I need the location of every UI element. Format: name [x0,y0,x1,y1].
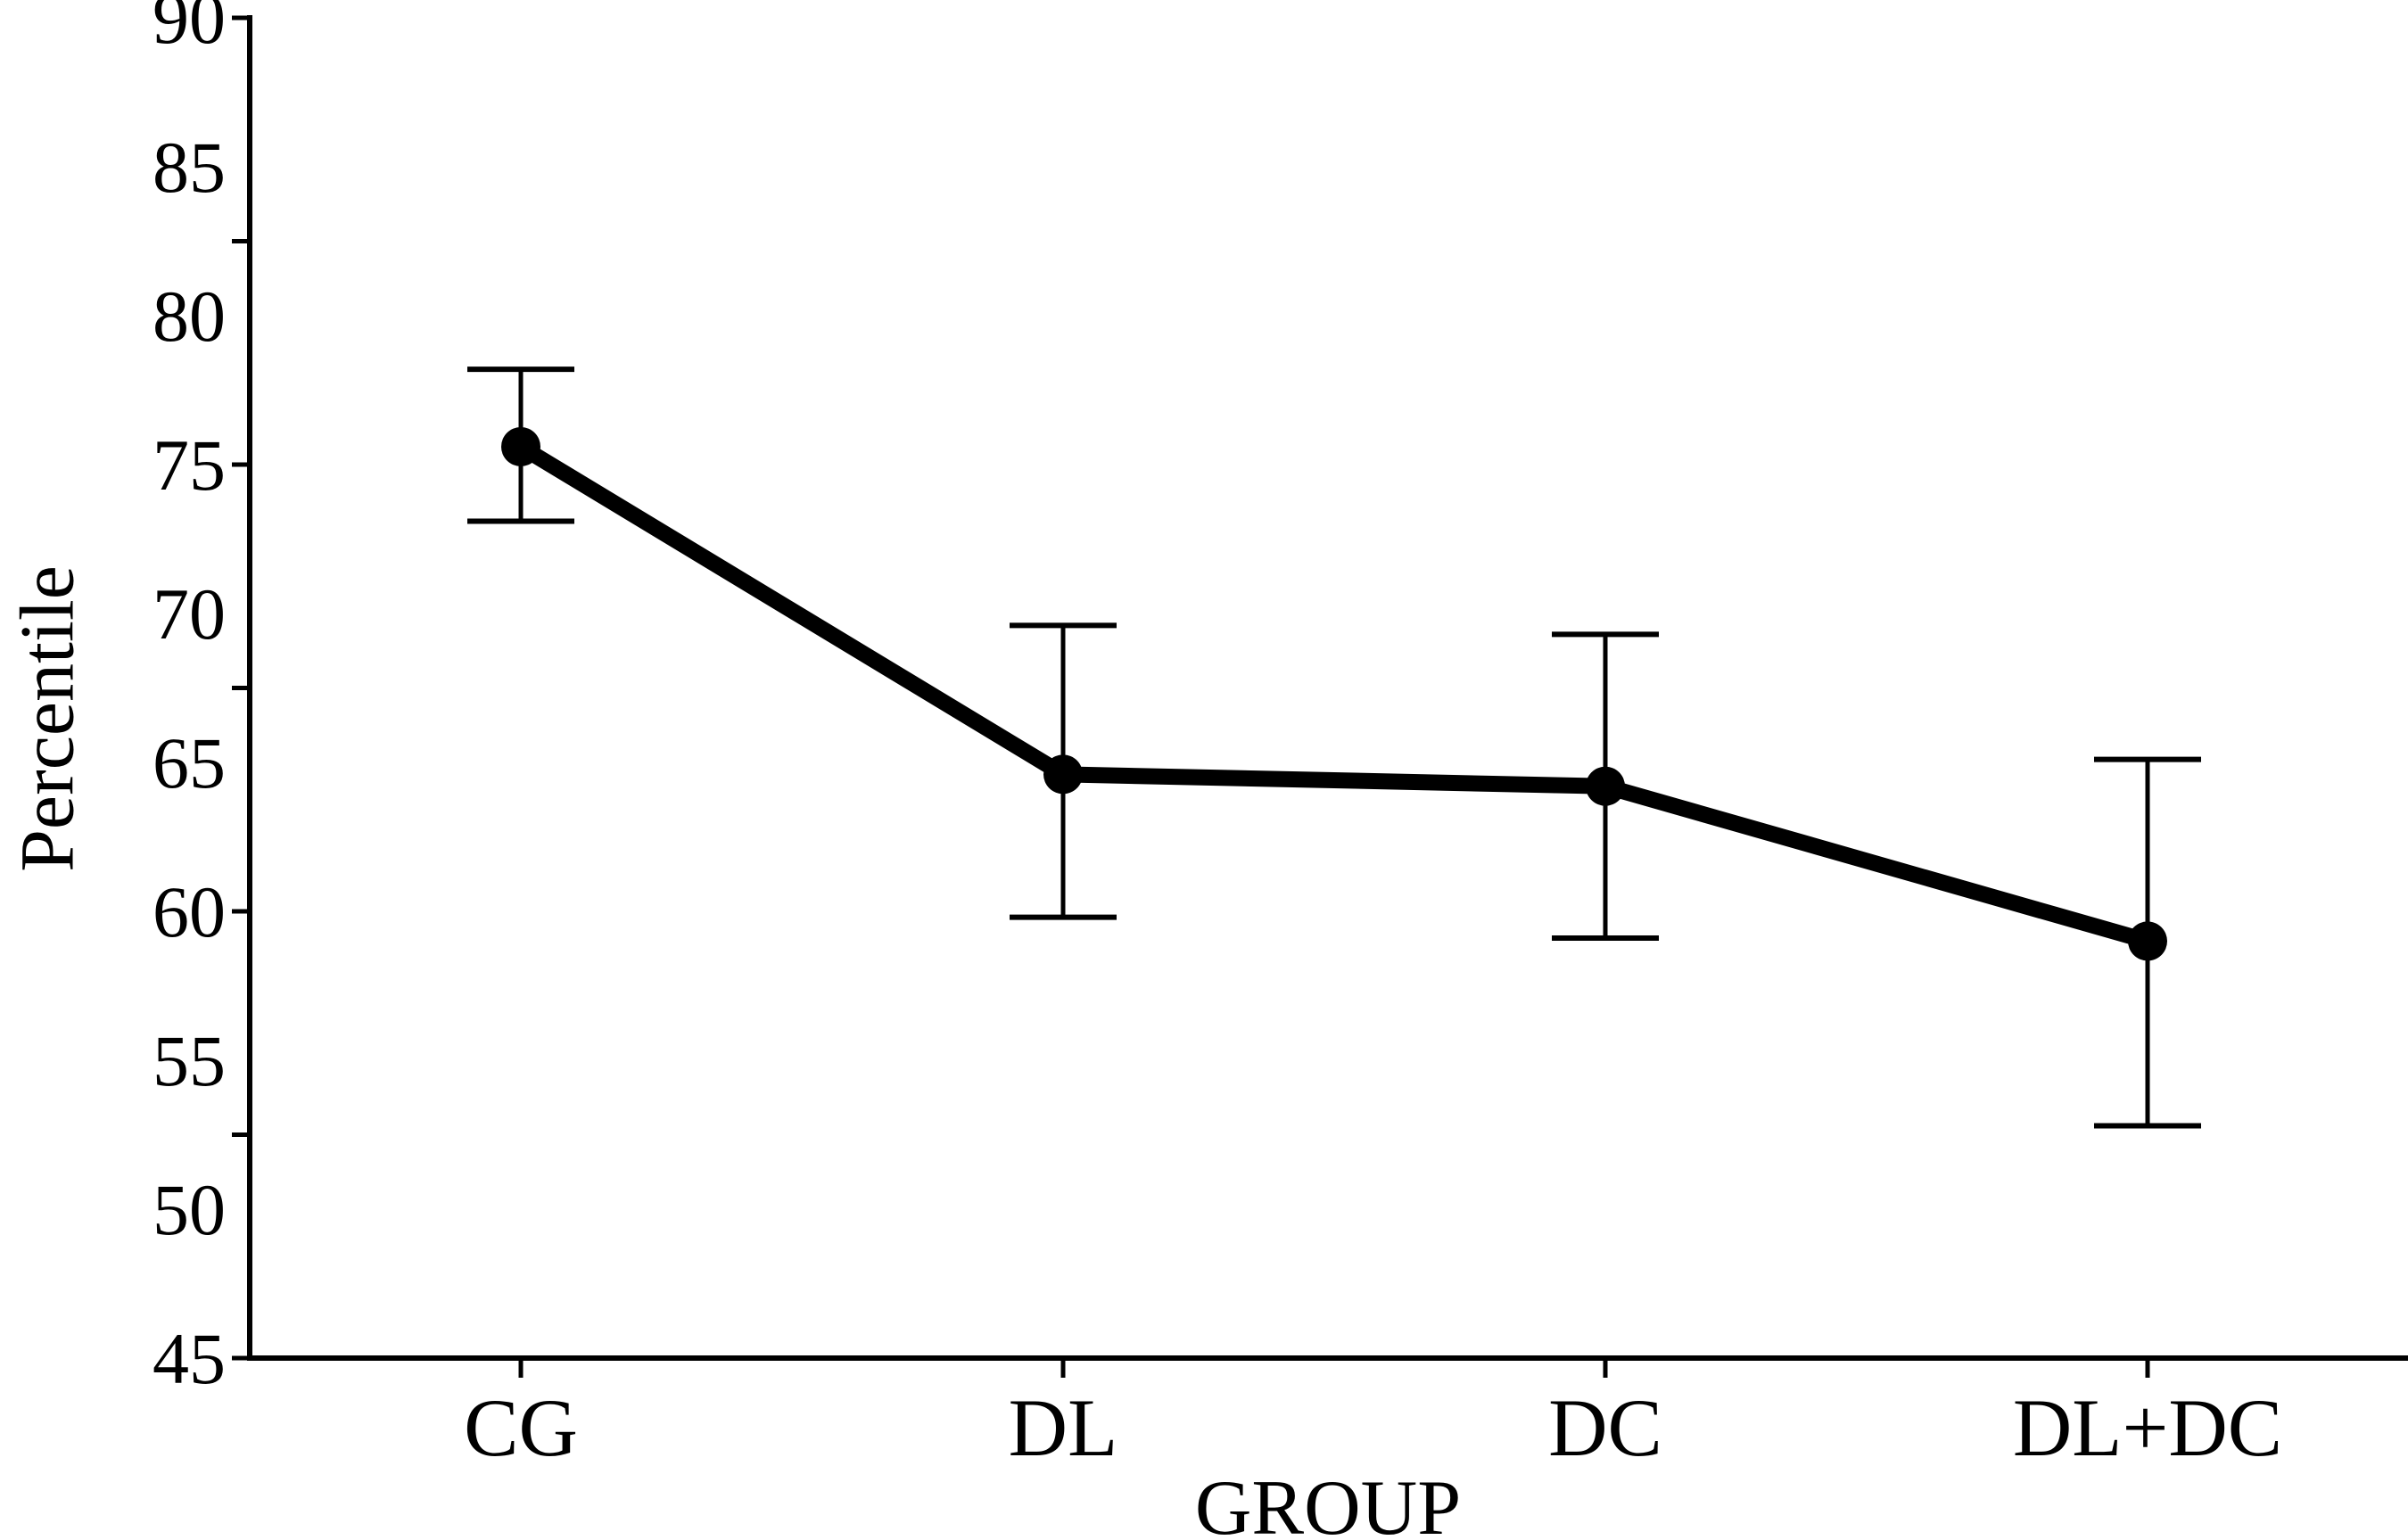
x-tick-label: DL+DC [2013,1382,2282,1473]
y-tick-label: 50 [153,1169,226,1250]
x-tick-label: CG [464,1382,578,1473]
y-tick-label: 45 [153,1318,226,1399]
y-tick-label: 90 [153,0,226,59]
plot-area: 90 85 80 75 70 65 60 55 50 45 CG DL DC DL+DC [153,0,2408,1473]
y-tick-label: 70 [153,573,226,655]
y-tick-label: 85 [153,127,226,208]
x-tick-label: DC [1548,1382,1662,1473]
y-tick-label: 65 [153,722,226,803]
y-axis-title: Percentile [4,565,89,872]
x-axis-title: GROUP [1195,1465,1461,1540]
y-tick-label: 75 [153,424,226,506]
data-point-marker [501,426,540,466]
x-tick-label: DL [1009,1382,1118,1473]
data-point-marker [2128,921,2167,961]
data-point-marker [1043,754,1083,795]
y-tick-label: 80 [153,276,226,357]
y-tick-label: 60 [153,871,226,952]
data-point-marker [1586,766,1625,806]
y-tick-label: 55 [153,1020,226,1101]
series-line [513,438,2156,950]
